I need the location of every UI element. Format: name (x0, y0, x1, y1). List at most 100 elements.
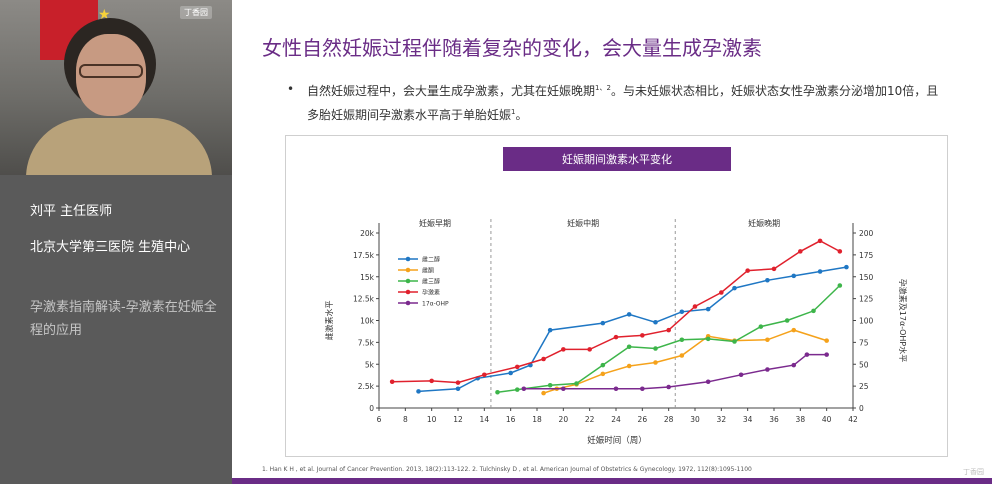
series-line (418, 266, 847, 393)
data-point (482, 372, 487, 378)
video-logo-badge: 丁香园 (180, 6, 212, 19)
y-left-tick-label: 10k (360, 317, 375, 326)
data-point (719, 290, 724, 295)
data-point (705, 336, 711, 342)
bullet-text-mid: 。与未妊娠状态相比，妊娠状态女性孕激素分泌增加10倍，且多胎妊娠期间孕激素水平高… (307, 84, 939, 122)
data-point (791, 273, 797, 279)
data-point (837, 249, 843, 254)
data-point (653, 346, 658, 351)
data-point (705, 306, 711, 312)
y-left-tick-label: 12.5k (353, 295, 375, 304)
data-point (732, 339, 737, 344)
x-tick-label: 8 (403, 415, 408, 424)
speaker-face (76, 34, 146, 116)
x-tick-label: 26 (638, 415, 648, 424)
data-point (758, 324, 764, 329)
citation-sup: 1、2 (595, 84, 611, 92)
data-point (640, 333, 645, 338)
phase-label: 妊娠早期 (419, 218, 451, 228)
x-axis-label: 妊娠时间（周） (587, 435, 647, 446)
phase-label: 妊娠中期 (567, 218, 599, 228)
data-point (574, 381, 579, 386)
x-tick-label: 14 (480, 415, 490, 424)
data-point (587, 347, 592, 352)
x-tick-label: 12 (453, 415, 463, 424)
data-point (666, 384, 671, 390)
x-tick-label: 20 (559, 415, 569, 424)
data-point (666, 327, 671, 333)
y-left-axis-label: 雌激素水平 (324, 301, 334, 341)
y-right-tick-label: 200 (859, 229, 874, 238)
x-tick-label: 40 (822, 415, 832, 424)
data-point (640, 386, 645, 392)
data-point (429, 378, 434, 384)
speaker-hospital: 北京大学第三医院 生殖中心 (30, 240, 191, 255)
speaker-video: ★ 丁香园 (0, 0, 232, 175)
data-point (804, 352, 810, 357)
data-point (738, 372, 744, 378)
slide-bullet: 自然妊娠过程中，会大量生成孕激素，尤其在妊娠晚期1、2。与未妊娠状态相比，妊娠状… (307, 78, 947, 126)
bullet-icon: • (287, 82, 295, 96)
data-point (692, 304, 698, 309)
x-tick-label: 28 (664, 415, 674, 424)
data-point (791, 327, 797, 333)
data-point (600, 371, 606, 377)
data-point (600, 362, 606, 368)
citation-sup: 1 (511, 108, 516, 116)
data-point (416, 389, 421, 394)
x-tick-label: 34 (743, 415, 753, 424)
y-right-tick-label: 100 (859, 317, 874, 326)
y-left-tick-label: 7.5k (358, 338, 375, 347)
x-tick-label: 32 (717, 415, 727, 424)
data-point (514, 387, 520, 392)
lecture-title: 孕激素指南解读-孕激素在妊娠全程的应用 (30, 300, 217, 338)
legend-label: 17α-OHP (422, 301, 449, 308)
y-left-tick-label: 5k (365, 360, 375, 369)
legend-marker (405, 289, 411, 295)
data-point (771, 266, 777, 272)
x-tick-label: 30 (690, 415, 700, 424)
data-point (653, 319, 658, 325)
references-footnote: 1. Han K H , et al. Journal of Cancer Pr… (262, 466, 752, 473)
data-point (798, 249, 803, 254)
data-point (561, 386, 566, 392)
phase-label: 妊娠晚期 (748, 218, 780, 228)
data-point (765, 337, 770, 343)
legend-marker (405, 300, 411, 306)
y-left-tick-label: 0 (369, 404, 374, 413)
data-point (626, 363, 632, 369)
data-point (455, 386, 461, 392)
data-point (679, 337, 685, 343)
speaker-glasses (79, 64, 143, 78)
series-line (497, 284, 841, 394)
data-point (547, 327, 553, 333)
data-point (541, 390, 546, 396)
y-right-tick-label: 75 (859, 338, 869, 347)
y-left-tick-label: 15k (360, 273, 375, 282)
y-left-tick-label: 20k (360, 229, 375, 238)
bullet-text-main: 自然妊娠过程中，会大量生成孕激素，尤其在妊娠晚期 (307, 84, 596, 98)
x-tick-label: 16 (506, 415, 516, 424)
data-point (626, 344, 632, 350)
bullet-text-end: 。 (515, 108, 528, 122)
data-point (837, 283, 843, 288)
data-point (521, 386, 527, 392)
y-right-tick-label: 175 (859, 251, 874, 260)
speaker-body (26, 118, 212, 175)
data-point (547, 382, 553, 388)
data-point (455, 380, 461, 385)
data-point (824, 338, 829, 343)
y-right-tick-label: 125 (859, 295, 874, 304)
data-point (811, 308, 816, 314)
data-point (765, 367, 770, 372)
series-line (392, 240, 841, 384)
data-point (745, 268, 750, 273)
legend-marker (405, 278, 411, 284)
speaker-panel: ★ 丁香园 刘平 主任医师 北京大学第三医院 生殖中心 孕激素指南解读-孕激素在… (0, 0, 232, 484)
data-point (824, 352, 829, 357)
x-tick-label: 42 (848, 415, 858, 424)
x-tick-label: 22 (585, 415, 595, 424)
series-line (543, 329, 827, 394)
y-left-tick-label: 2.5k (358, 382, 375, 391)
